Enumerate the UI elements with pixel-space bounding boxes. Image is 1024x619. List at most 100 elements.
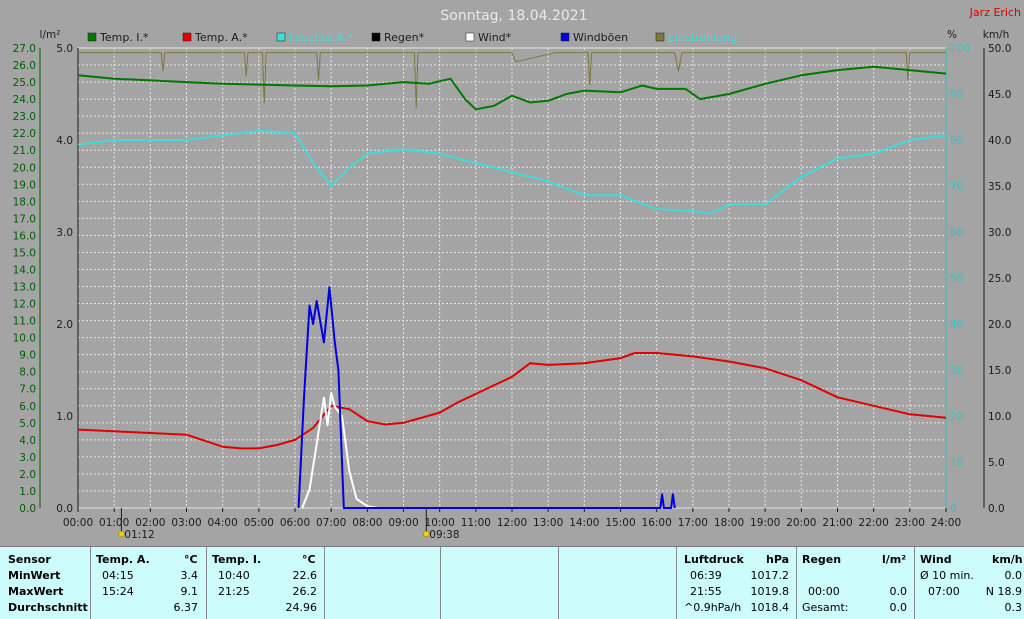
pressure-header: Luftdruck <box>684 553 744 566</box>
time-tick-label: 10:00 <box>425 517 455 529</box>
legend-label: Temp. I.* <box>99 31 149 44</box>
legend-swatch <box>465 32 475 42</box>
pct-tick-label: 40 <box>950 319 963 331</box>
time-tick-label: 00:00 <box>63 517 93 529</box>
author-label: Jarz Erich <box>969 6 1021 19</box>
panel-divider <box>90 547 91 619</box>
pressure-unit: hPa <box>766 553 790 566</box>
rain-header: Regen <box>802 553 842 566</box>
pct-tick-label: 20 <box>950 411 963 423</box>
temp-tick-label: 9.0 <box>19 350 36 362</box>
kmh-tick-label: 30.0 <box>988 227 1011 239</box>
time-tick-label: 06:00 <box>280 517 310 529</box>
legend-label: Wind* <box>478 31 512 44</box>
time-tick-label: 23:00 <box>895 517 925 529</box>
pct-tick-label: 70 <box>950 181 963 193</box>
rain-r1: 0.0 <box>889 585 908 598</box>
row-label-avg: Durchschnitt <box>8 601 88 614</box>
time-tick-label: 04:00 <box>208 517 238 529</box>
time-tick-label: 20:00 <box>786 517 816 529</box>
temp-tick-label: 3.0 <box>19 452 36 464</box>
legend-swatch <box>276 32 286 42</box>
time-tick-label: 21:00 <box>822 517 852 529</box>
time-tick-label: 08:00 <box>352 517 382 529</box>
stats-panel: Sensor MinWert MaxWert Durchschnitt Temp… <box>0 546 1024 619</box>
legend-swatch <box>87 32 97 42</box>
rain-tick-label: 4.0 <box>56 135 73 147</box>
rain-total-label: Gesamt: <box>802 601 849 614</box>
temp-i-line <box>77 65 947 111</box>
left-unit-label: l/m² <box>40 29 61 41</box>
kmh-tick-label: 20.0 <box>988 319 1011 331</box>
wind-mean: 0.3 <box>1004 601 1023 614</box>
sensor-header: Sensor <box>8 553 51 566</box>
irradiance-line <box>78 52 946 109</box>
sun-icon <box>423 530 430 538</box>
series-group <box>77 52 947 509</box>
temp-tick-label: 15.0 <box>13 247 36 259</box>
legend-swatch <box>182 32 192 42</box>
wind-avg: 0.0 <box>1004 569 1023 582</box>
panel-divider <box>324 547 325 619</box>
kmh-tick-label: 40.0 <box>988 135 1011 147</box>
rain-tick-label: 3.0 <box>56 227 73 239</box>
sun-icon <box>118 530 125 538</box>
temp-tick-label: 16.0 <box>13 230 36 242</box>
rain-tick-label: 1.0 <box>56 411 73 423</box>
temp-i-min-time: 10:40 <box>218 569 250 582</box>
right-kmh-unit-label: km/h <box>983 29 1010 41</box>
chart-title: Sonntag, 18.04.2021 <box>440 8 587 24</box>
rain-unit: l/m² <box>882 553 907 566</box>
time-axis: 00:00 01:00 02:00 03:00 04:00 05:00 06:00 07:00… <box>63 508 961 529</box>
temp-tick-label: 27.0 <box>13 43 36 55</box>
temp-a-max: 9.1 <box>180 585 199 598</box>
rain-tick-label: 0.0 <box>56 503 73 515</box>
panel-divider <box>796 547 797 619</box>
temp-i-max: 26.2 <box>292 585 318 598</box>
rain-tick-label: 5.0 <box>56 43 73 55</box>
temp-tick-label: 17.0 <box>13 213 36 225</box>
legend-label: Feuchte A.* <box>289 31 353 44</box>
time-tick-label: 24:00 <box>931 517 961 529</box>
temp-tick-label: 2.0 <box>19 469 36 481</box>
wind-max: N 18.9 <box>985 585 1022 598</box>
pressure-max-time: 21:55 <box>690 585 722 598</box>
row-label-min: MinWert <box>8 569 61 582</box>
temp-i-header: Temp. I. <box>212 553 262 566</box>
temp-i-max-time: 21:25 <box>218 585 250 598</box>
time-tick-label: 13:00 <box>533 517 563 529</box>
panel-divider <box>558 547 559 619</box>
grid <box>78 48 946 508</box>
legend-label: Windböen <box>573 31 628 44</box>
temp-tick-label: 1.0 <box>19 486 36 498</box>
time-tick-label: 16:00 <box>642 517 672 529</box>
temp-tick-label: 10.0 <box>13 333 36 345</box>
time-tick-label: 07:00 <box>316 517 346 529</box>
temp-a-min: 3.4 <box>180 569 199 582</box>
temp-tick-label: 8.0 <box>19 367 36 379</box>
temp-a-max-time: 15:24 <box>102 585 134 598</box>
panel-divider <box>206 547 207 619</box>
temp-tick-label: 0.0 <box>19 503 36 515</box>
temp-tick-label: 25.0 <box>13 77 36 89</box>
temp-a-avg: 6.37 <box>173 601 199 614</box>
wind-avg-label: Ø 10 min. <box>920 569 974 582</box>
pct-tick-label: 50 <box>950 273 963 285</box>
event-markers: 01:12 09:38 <box>118 508 460 541</box>
temp-tick-label: 19.0 <box>13 179 36 191</box>
time-tick-label: 01:00 <box>99 517 129 529</box>
pressure-min-time: 06:39 <box>690 569 722 582</box>
time-tick-label: 02:00 <box>135 517 165 529</box>
temp-tick-label: 7.0 <box>19 384 36 396</box>
panel-divider <box>676 547 677 619</box>
wind-unit: km/h <box>992 553 1023 566</box>
pressure-max: 1019.8 <box>750 585 790 598</box>
temp-a-unit: °C <box>184 553 198 566</box>
panel-divider <box>914 547 915 619</box>
temp-tick-label: 6.0 <box>19 401 36 413</box>
legend: Temp. I.* Temp. A.* Feuchte A.* Regen* Wind*… <box>87 31 737 44</box>
pct-tick-label: 60 <box>950 227 963 239</box>
rain-r1-time: 00:00 <box>808 585 840 598</box>
temp-tick-label: 14.0 <box>13 264 36 276</box>
kmh-tick-label: 0.0 <box>988 503 1005 515</box>
